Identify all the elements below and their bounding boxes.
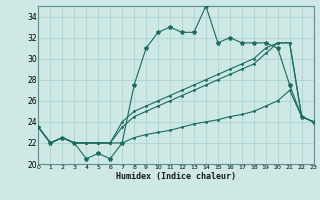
X-axis label: Humidex (Indice chaleur): Humidex (Indice chaleur) — [116, 172, 236, 181]
